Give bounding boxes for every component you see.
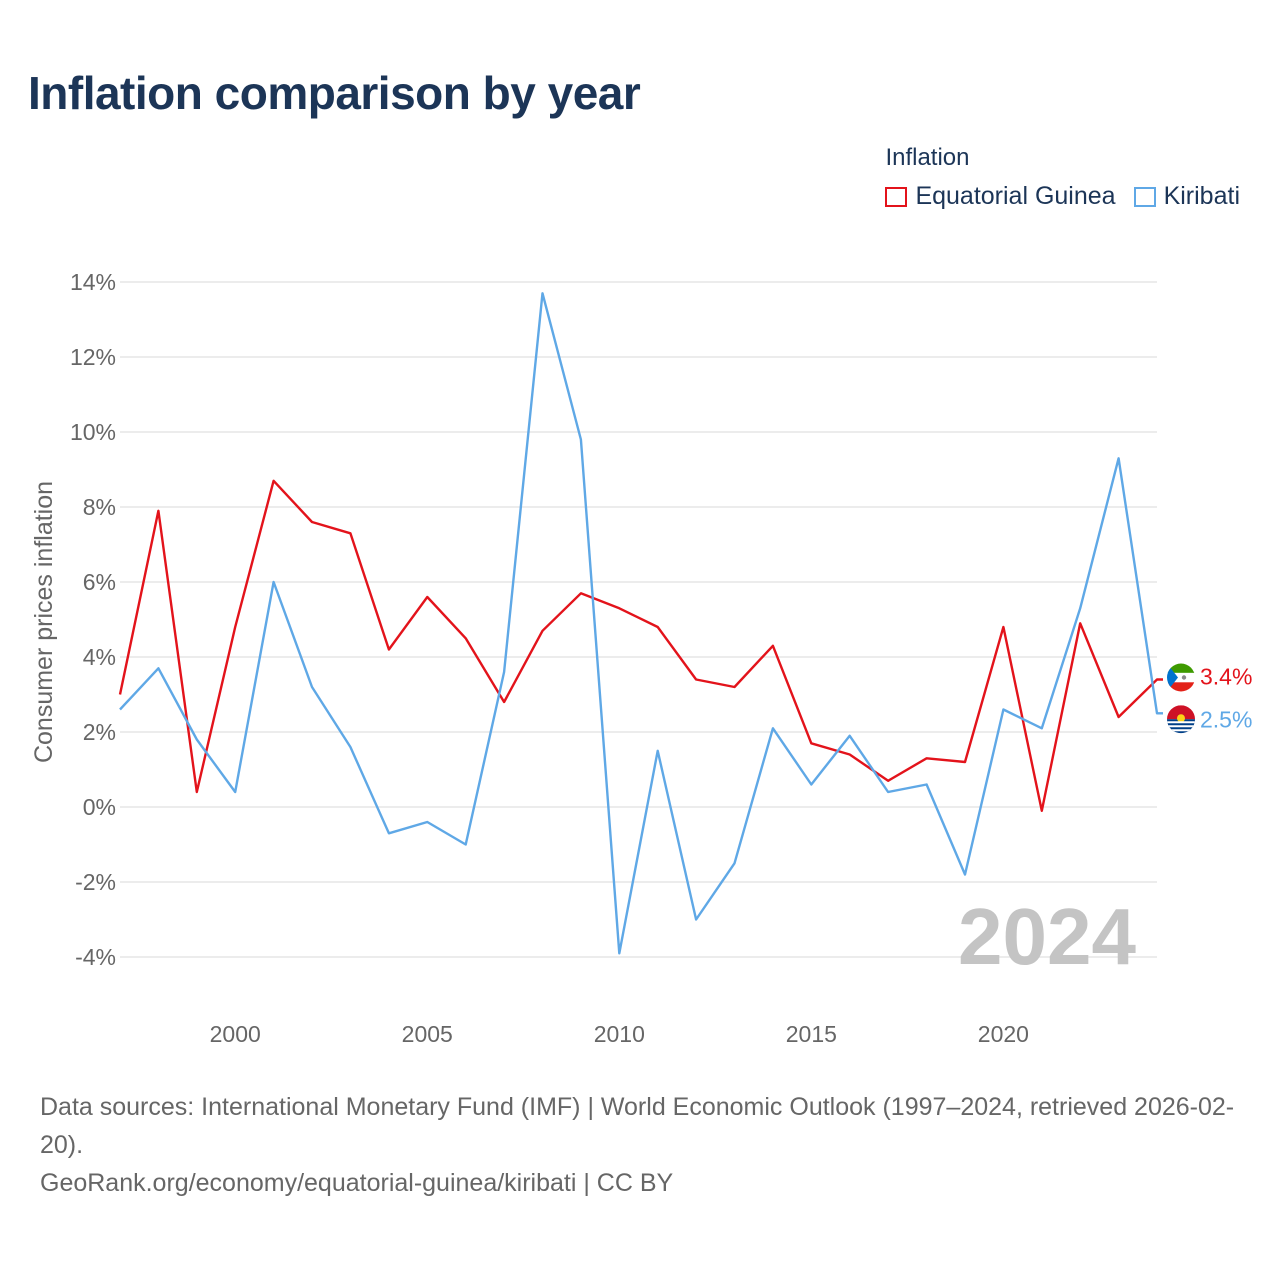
y-tick-label: 4% bbox=[83, 644, 116, 670]
y-tick-label: 14% bbox=[70, 269, 116, 295]
legend-item-equatorial-guinea[interactable]: Equatorial Guinea bbox=[885, 182, 1116, 211]
y-tick-label: -2% bbox=[75, 869, 116, 895]
y-tick-label: 2% bbox=[83, 719, 116, 745]
legend-item-kiribati[interactable]: Kiribati bbox=[1133, 182, 1240, 211]
footer-sources: Data sources: International Monetary Fun… bbox=[40, 1093, 1235, 1159]
flag-kiribati-icon bbox=[1167, 705, 1195, 734]
y-tick-label: -4% bbox=[75, 944, 116, 970]
x-tick-label: 2015 bbox=[786, 1021, 837, 1047]
flag-equatorial-guinea-icon bbox=[1167, 663, 1195, 692]
chart-title: Inflation comparison by year bbox=[28, 67, 641, 119]
legend: Inflation Equatorial Guinea Kiribati bbox=[885, 144, 1240, 211]
legend-swatch-kiribati bbox=[1133, 186, 1156, 207]
series-line-kiribati bbox=[119, 292, 1163, 955]
x-tick-label: 2010 bbox=[594, 1021, 645, 1047]
footer-attribution: GeoRank.org/economy/equatorial-guinea/ki… bbox=[40, 1169, 674, 1197]
end-label-kiribati: 2.5% bbox=[1200, 706, 1252, 732]
footer: Data sources: International Monetary Fun… bbox=[40, 1088, 1250, 1202]
y-tick-label: 12% bbox=[70, 344, 116, 370]
y-axis-label: Consumer prices inflation bbox=[30, 481, 58, 763]
x-tick-label: 2005 bbox=[402, 1021, 453, 1047]
series-line-equatorial-guinea bbox=[118, 479, 1163, 812]
legend-swatch-equatorial-guinea bbox=[885, 186, 908, 207]
y-tick-label: 10% bbox=[70, 419, 116, 445]
end-label-equatorial-guinea: 3.4% bbox=[1200, 664, 1252, 690]
legend-title: Inflation bbox=[885, 144, 970, 171]
legend-label-kiribati: Kiribati bbox=[1163, 182, 1240, 210]
y-tick-label: 8% bbox=[83, 494, 116, 520]
y-tick-label: 0% bbox=[83, 794, 116, 820]
x-tick-label: 2000 bbox=[210, 1021, 261, 1047]
x-tick-label: 2020 bbox=[978, 1021, 1029, 1047]
legend-label-equatorial-guinea: Equatorial Guinea bbox=[915, 182, 1116, 210]
y-tick-label: 6% bbox=[83, 569, 116, 595]
year-watermark: 2024 bbox=[958, 892, 1136, 981]
